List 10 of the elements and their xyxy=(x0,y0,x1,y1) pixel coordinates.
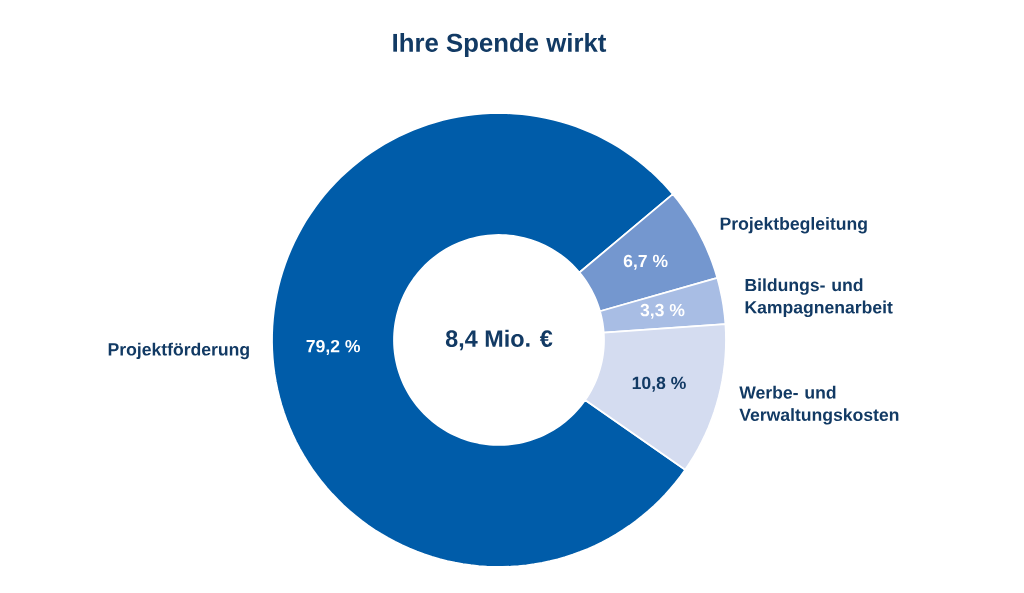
data-label: 3,3 % xyxy=(640,303,685,319)
text: 8,4 Mio. € xyxy=(445,329,553,351)
slice-label: Bildungs- und Kampagnenarbeit xyxy=(745,278,893,318)
data-label: 10,8 % xyxy=(632,376,686,392)
chart-title: Ihre Spende wirkt xyxy=(393,32,607,58)
slice-label: Werbe- und Verwaltungskosten xyxy=(739,385,899,425)
slice-label: Projektförderung xyxy=(108,342,249,360)
data-label: 79,2 % xyxy=(306,339,361,355)
slice-label: Projektbegleitung xyxy=(720,216,867,234)
data-label: 6,7 % xyxy=(623,254,668,270)
